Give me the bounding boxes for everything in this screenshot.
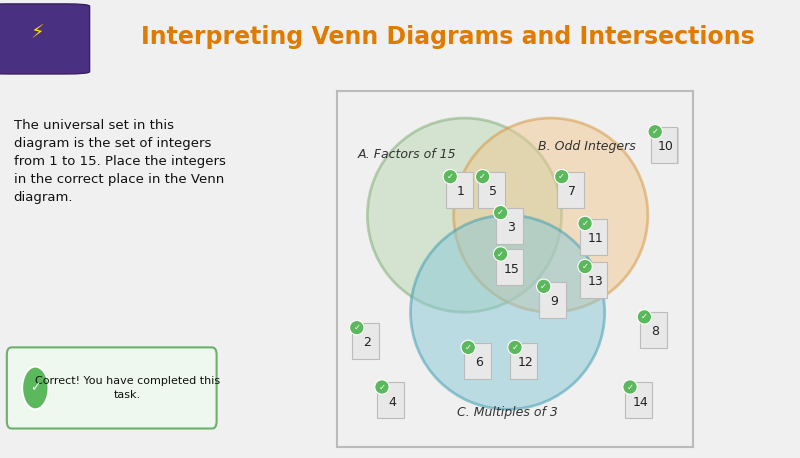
- FancyBboxPatch shape: [378, 383, 406, 420]
- Text: ✓: ✓: [446, 172, 454, 181]
- Text: The universal set in this
diagram is the set of integers
from 1 to 15. Place the: The universal set in this diagram is the…: [14, 119, 226, 204]
- Circle shape: [350, 321, 364, 335]
- Text: ✓: ✓: [540, 282, 547, 291]
- Text: 9: 9: [550, 295, 558, 308]
- FancyBboxPatch shape: [652, 128, 678, 164]
- Text: ✓: ✓: [558, 172, 566, 181]
- Text: 7: 7: [568, 185, 576, 198]
- Text: ✓: ✓: [626, 382, 634, 392]
- FancyBboxPatch shape: [496, 249, 523, 285]
- Text: Try It: Try It: [27, 63, 46, 72]
- Text: ✓: ✓: [479, 172, 486, 181]
- FancyBboxPatch shape: [581, 219, 607, 255]
- Circle shape: [494, 206, 508, 220]
- Circle shape: [461, 340, 475, 354]
- FancyBboxPatch shape: [511, 344, 538, 380]
- FancyBboxPatch shape: [497, 251, 524, 286]
- FancyBboxPatch shape: [463, 343, 490, 379]
- Circle shape: [578, 259, 592, 274]
- FancyBboxPatch shape: [446, 173, 474, 209]
- Text: ✓: ✓: [641, 312, 648, 322]
- FancyBboxPatch shape: [558, 173, 585, 209]
- Text: 15: 15: [503, 262, 519, 276]
- Text: Interpreting Venn Diagrams and Intersections: Interpreting Venn Diagrams and Intersect…: [141, 25, 755, 49]
- FancyBboxPatch shape: [582, 220, 609, 256]
- FancyBboxPatch shape: [510, 343, 538, 379]
- Text: 1: 1: [457, 185, 465, 198]
- FancyBboxPatch shape: [540, 283, 567, 319]
- Circle shape: [410, 215, 605, 409]
- FancyBboxPatch shape: [0, 4, 90, 74]
- Text: B. Odd Integers: B. Odd Integers: [538, 140, 635, 153]
- Circle shape: [537, 279, 551, 294]
- FancyBboxPatch shape: [626, 383, 654, 420]
- FancyBboxPatch shape: [557, 172, 584, 208]
- FancyBboxPatch shape: [446, 172, 473, 208]
- Text: C. Multiples of 3: C. Multiples of 3: [457, 406, 558, 420]
- Text: ✓: ✓: [465, 343, 472, 352]
- Text: 13: 13: [588, 275, 603, 288]
- Circle shape: [454, 118, 648, 312]
- FancyBboxPatch shape: [650, 127, 678, 163]
- FancyBboxPatch shape: [581, 262, 607, 298]
- Text: Correct! You have completed this
task.: Correct! You have completed this task.: [35, 376, 220, 399]
- Circle shape: [443, 169, 458, 184]
- Circle shape: [22, 366, 49, 409]
- Circle shape: [623, 380, 638, 394]
- Text: ✓: ✓: [582, 219, 589, 228]
- Circle shape: [508, 340, 522, 354]
- Circle shape: [648, 125, 662, 139]
- FancyBboxPatch shape: [539, 282, 566, 317]
- FancyBboxPatch shape: [378, 382, 404, 418]
- Text: 10: 10: [658, 140, 674, 153]
- Text: A. Factors of 15: A. Factors of 15: [358, 147, 456, 160]
- Text: 2: 2: [363, 336, 371, 349]
- Text: 8: 8: [651, 326, 659, 338]
- Circle shape: [475, 169, 490, 184]
- Circle shape: [578, 216, 592, 231]
- FancyBboxPatch shape: [465, 344, 492, 380]
- FancyBboxPatch shape: [353, 324, 380, 360]
- FancyBboxPatch shape: [352, 323, 379, 359]
- Text: ✓: ✓: [497, 250, 504, 258]
- Text: 3: 3: [507, 221, 515, 234]
- Text: ✓: ✓: [582, 262, 589, 271]
- Text: 6: 6: [475, 356, 482, 369]
- FancyBboxPatch shape: [626, 382, 652, 418]
- FancyBboxPatch shape: [582, 263, 609, 299]
- Circle shape: [374, 380, 389, 394]
- Circle shape: [367, 118, 562, 312]
- FancyBboxPatch shape: [497, 209, 524, 245]
- Text: 5: 5: [490, 185, 498, 198]
- Text: ✓: ✓: [511, 343, 518, 352]
- Text: ✓: ✓: [354, 323, 360, 332]
- Text: 14: 14: [633, 396, 649, 409]
- Circle shape: [638, 310, 652, 324]
- FancyBboxPatch shape: [479, 173, 506, 209]
- FancyBboxPatch shape: [641, 313, 668, 349]
- Circle shape: [554, 169, 569, 184]
- Text: ⚡: ⚡: [30, 23, 44, 42]
- FancyBboxPatch shape: [7, 347, 217, 429]
- FancyBboxPatch shape: [496, 208, 523, 244]
- Text: 12: 12: [518, 356, 534, 369]
- Text: 4: 4: [389, 396, 397, 409]
- FancyBboxPatch shape: [478, 172, 505, 208]
- Text: ✓: ✓: [30, 381, 41, 394]
- Text: 11: 11: [588, 232, 603, 245]
- Circle shape: [494, 247, 508, 261]
- Text: ✓: ✓: [497, 208, 504, 217]
- Text: ✓: ✓: [652, 127, 658, 136]
- Text: ✓: ✓: [378, 382, 386, 392]
- FancyBboxPatch shape: [640, 312, 666, 348]
